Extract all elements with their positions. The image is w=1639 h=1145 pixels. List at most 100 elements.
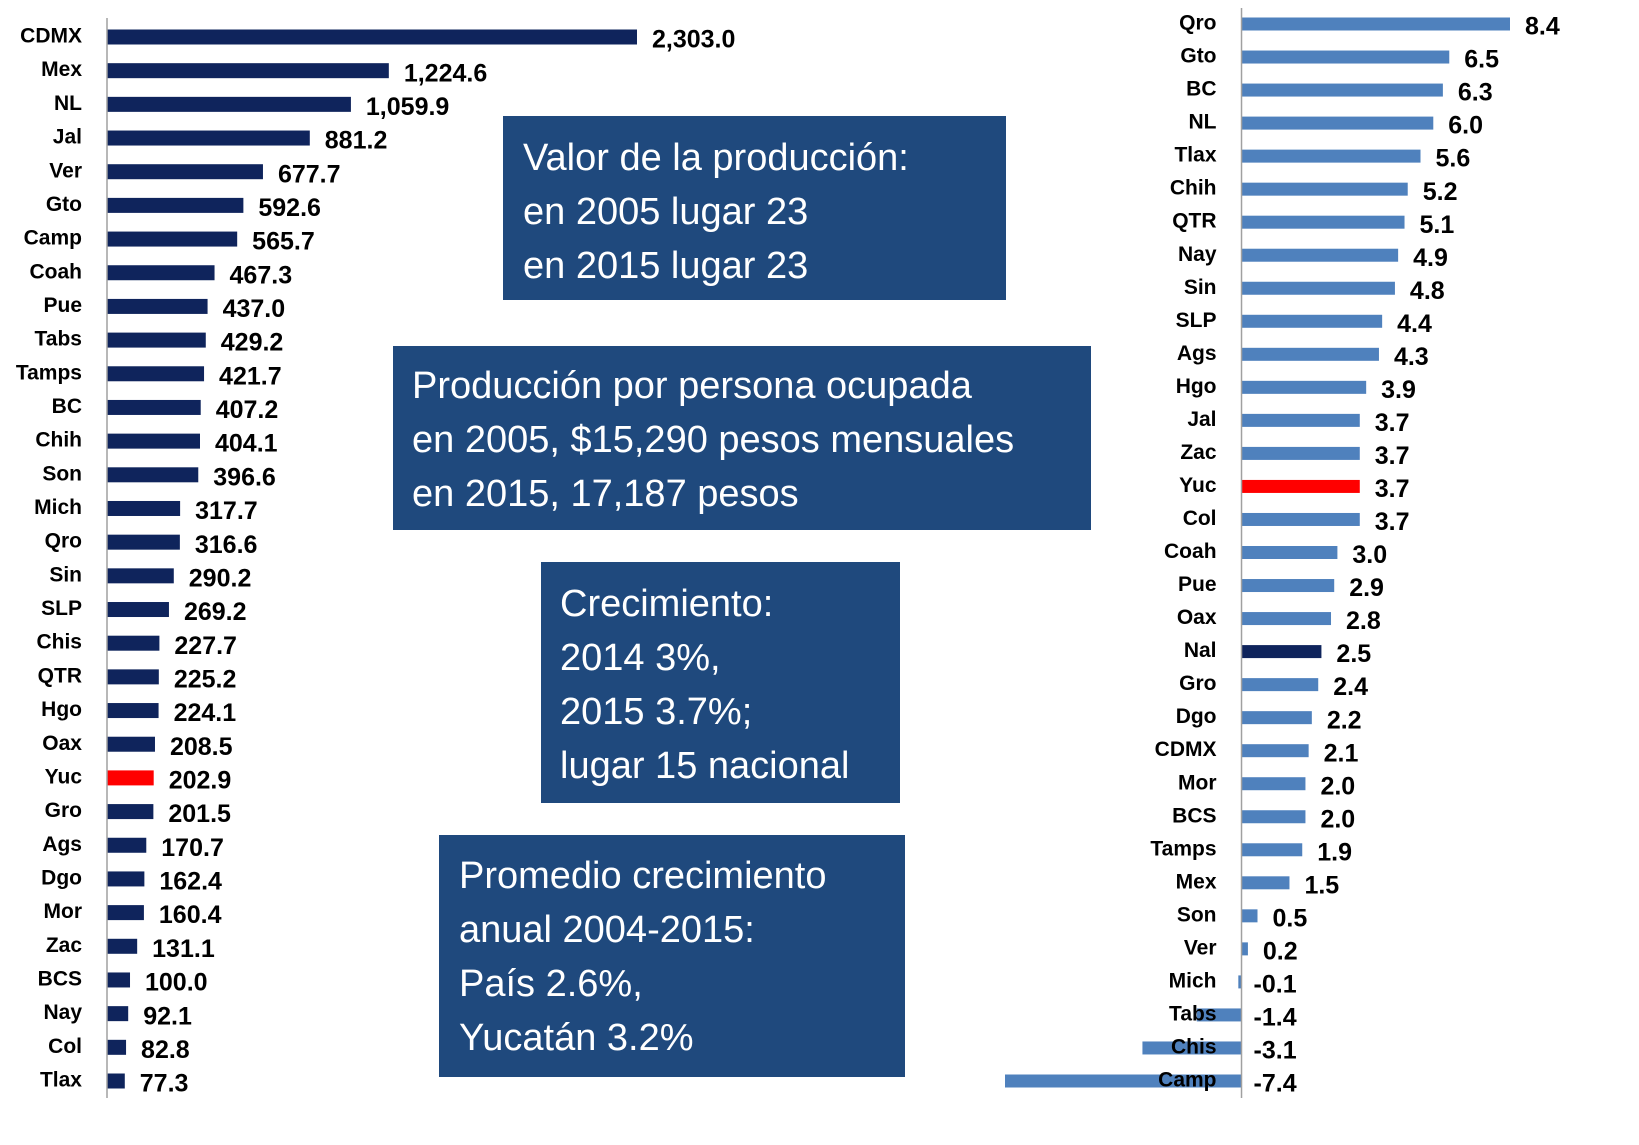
category-label: Hgo [1176, 375, 1217, 398]
value-label: 6.5 [1464, 46, 1499, 74]
value-label: 131.1 [152, 935, 215, 963]
value-label: 2.4 [1333, 673, 1368, 701]
text-box-line: anual 2004-2015: [459, 909, 755, 951]
category-label: Chih [1170, 177, 1217, 200]
bar [1241, 678, 1319, 692]
value-label: 2.9 [1349, 574, 1384, 602]
value-label: 225.2 [174, 665, 237, 693]
bar [1241, 314, 1383, 328]
category-label: Ags [1177, 342, 1217, 365]
value-label: 5.1 [1420, 211, 1455, 239]
category-label: Mich [1169, 969, 1217, 992]
bar [107, 164, 263, 180]
value-label: 1.5 [1304, 871, 1339, 899]
bar [107, 736, 155, 752]
value-label: 421.7 [219, 362, 282, 390]
bar [1241, 50, 1450, 64]
bar [107, 871, 145, 887]
value-label: 92.1 [143, 1002, 192, 1030]
category-label: Coah [30, 260, 83, 283]
value-label: 677.7 [278, 160, 341, 188]
value-label: 82.8 [141, 1036, 190, 1064]
value-label: -7.4 [1254, 1070, 1297, 1098]
text-box-line: Crecimiento: [560, 583, 773, 625]
category-label: BC [52, 395, 82, 418]
category-label: Nay [1178, 243, 1217, 266]
bar [1241, 149, 1421, 163]
bar [1241, 942, 1248, 956]
value-label: 2.0 [1320, 772, 1355, 800]
value-label: 3.9 [1381, 376, 1416, 404]
value-label: 3.0 [1352, 541, 1387, 569]
text-box-line: en 2015, 17,187 pesos [412, 473, 799, 515]
category-label: Jal [53, 126, 82, 149]
category-label: QTR [38, 664, 82, 687]
category-label: NL [1189, 111, 1217, 134]
category-label: Yuc [1179, 474, 1217, 497]
category-label: Chis [36, 631, 82, 654]
value-label: 2.2 [1327, 706, 1362, 734]
value-label: 8.4 [1525, 13, 1560, 41]
category-label: Nal [1184, 639, 1217, 662]
bar [1142, 1041, 1242, 1055]
value-label: 100.0 [145, 969, 208, 997]
category-label: Sin [1184, 276, 1217, 299]
category-label: QTR [1172, 210, 1216, 233]
bar [1241, 777, 1306, 791]
category-label: Coah [1164, 540, 1217, 563]
bar [107, 500, 181, 516]
category-label: Ver [49, 159, 82, 182]
value-label: -0.1 [1254, 971, 1297, 999]
category-label: Camp [24, 227, 82, 250]
value-label: 317.7 [195, 497, 258, 525]
category-label: Chis [1171, 1036, 1217, 1059]
bar [107, 399, 201, 415]
bar [1241, 413, 1360, 427]
value-label: 5.6 [1436, 145, 1471, 173]
category-label: Gro [45, 799, 82, 822]
text-box-line: Producción por persona ocupada [412, 365, 973, 407]
text-box-line: en 2005 lugar 23 [523, 191, 808, 233]
text-box-line: País 2.6%, [459, 963, 643, 1005]
value-label: 881.2 [325, 127, 388, 155]
bar [1241, 744, 1309, 758]
category-label: SLP [1176, 309, 1217, 332]
bar [1241, 17, 1510, 31]
value-label: 202.9 [169, 767, 232, 795]
value-label: 162.4 [159, 868, 222, 896]
bar [1241, 479, 1360, 493]
category-label: Qro [1179, 12, 1216, 35]
category-label: Dgo [1176, 705, 1217, 728]
value-label: 2.8 [1346, 607, 1381, 635]
category-label: CDMX [1155, 738, 1217, 761]
category-label: Pue [43, 294, 82, 317]
bar [107, 1073, 125, 1089]
value-label: 6.0 [1448, 112, 1483, 140]
bar [107, 29, 637, 45]
bar [1241, 512, 1360, 526]
bar [107, 231, 238, 247]
category-label: Gro [1179, 672, 1216, 695]
bar [1241, 612, 1332, 626]
bar [107, 197, 244, 213]
bar [107, 804, 154, 820]
category-label: Mor [44, 900, 83, 923]
bar [1241, 116, 1434, 130]
category-label: Gto [1180, 45, 1216, 68]
value-label: 467.3 [230, 261, 293, 289]
category-label: SLP [41, 597, 82, 620]
category-label: Tlax [40, 1069, 82, 1092]
value-label: 396.6 [213, 463, 276, 491]
bar [1241, 579, 1335, 593]
value-label: 1,059.9 [366, 93, 449, 121]
text-box-line: Yucatán 3.2% [459, 1017, 694, 1059]
category-label: Camp [1158, 1069, 1216, 1092]
value-label: 160.4 [159, 901, 222, 929]
text-box-line: 2014 3%, [560, 637, 721, 679]
category-label: Zac [46, 934, 83, 957]
text-box-line: Valor de la producción: [523, 137, 909, 179]
category-label: Ags [42, 833, 82, 856]
bar [1241, 83, 1443, 97]
category-label: Yuc [45, 765, 83, 788]
bar [1241, 446, 1360, 460]
